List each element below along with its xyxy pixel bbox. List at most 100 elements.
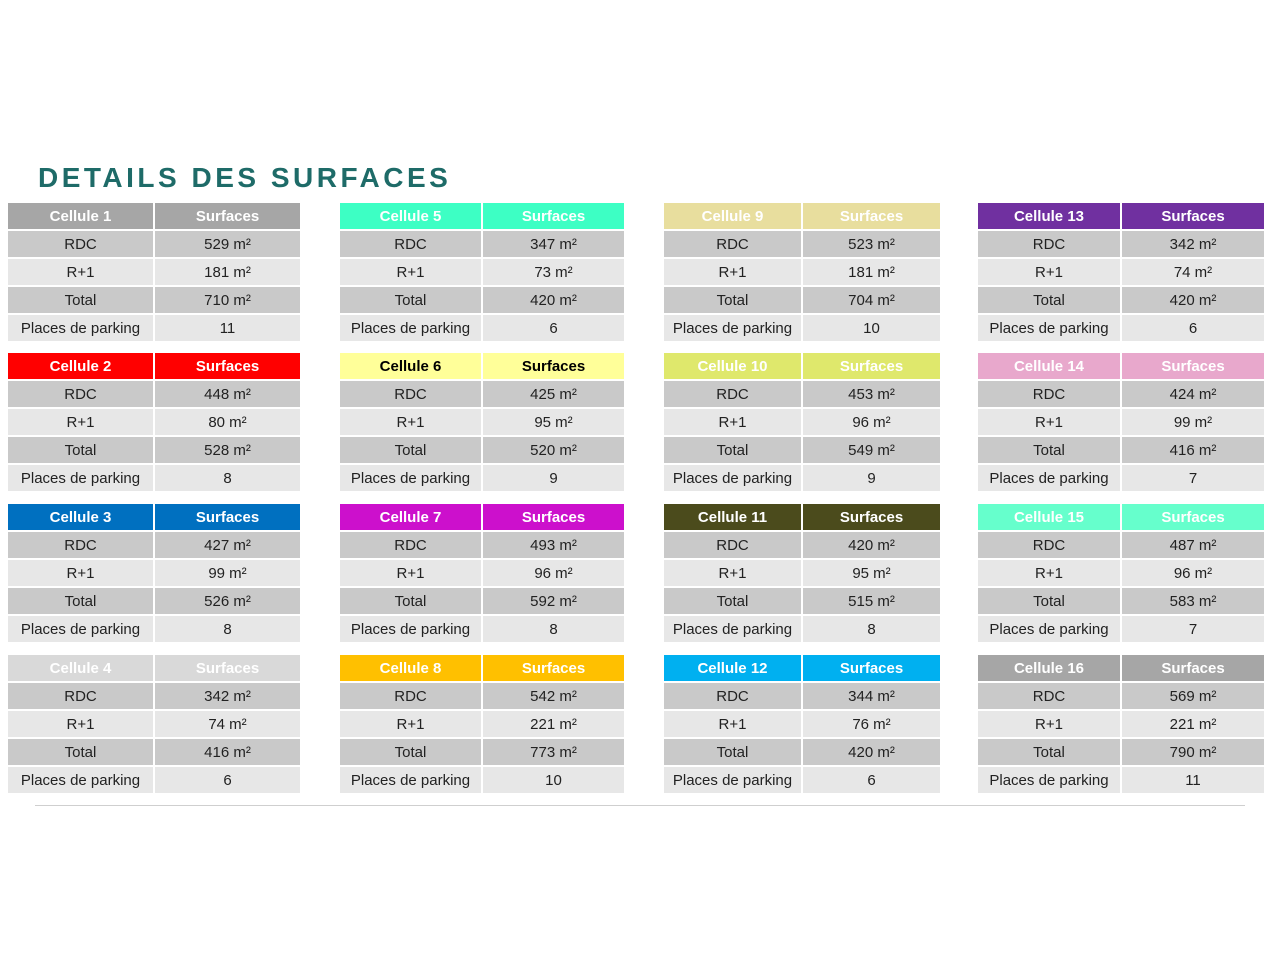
table-cell: RDC [664,532,801,558]
table-cell: RDC [8,381,153,407]
table-cell: 9 [803,465,940,491]
table-cell: RDC [978,532,1120,558]
table-cell: Places de parking [8,465,153,491]
table-cell: 453 m² [803,381,940,407]
table-cell: RDC [664,381,801,407]
table-cell: 448 m² [155,381,300,407]
table-header: Cellule 13 [978,203,1120,229]
table-header: Cellule 12 [664,655,801,681]
surface-table: Cellule 1 Surfaces RDC 529 m² R+1 181 m² Total… [8,203,300,341]
table-cell: Total [340,287,481,313]
table-cell: R+1 [978,259,1120,285]
table-cell: 342 m² [155,683,300,709]
table-cell: Total [664,588,801,614]
surface-table: Cellule 2 Surfaces RDC 448 m² R+1 80 m² Total 5… [8,353,300,491]
table-header: Surfaces [155,655,300,681]
table-cell: 790 m² [1122,739,1264,765]
table-cell: 342 m² [1122,231,1264,257]
table-header: Cellule 8 [340,655,481,681]
table-header: Cellule 1 [8,203,153,229]
table-cell: RDC [340,231,481,257]
table-cell: R+1 [664,560,801,586]
table-cell: Places de parking [8,767,153,793]
table-cell: 592 m² [483,588,624,614]
table-header: Cellule 16 [978,655,1120,681]
table-cell: RDC [8,532,153,558]
table-cell: Total [664,739,801,765]
table-cell: 73 m² [483,259,624,285]
table-cell: 773 m² [483,739,624,765]
table-cell: 6 [1122,315,1264,341]
table-cell: 416 m² [1122,437,1264,463]
surface-table: Cellule 15 Surfaces RDC 487 m² R+1 96 m² Total… [978,504,1264,642]
surface-table: Cellule 5 Surfaces RDC 347 m² R+1 73 m² Total 4… [340,203,624,341]
table-cell: 96 m² [1122,560,1264,586]
table-cell: 427 m² [155,532,300,558]
table-cell: RDC [664,231,801,257]
table-header: Surfaces [155,353,300,379]
table-cell: 99 m² [1122,409,1264,435]
table-header: Surfaces [155,203,300,229]
table-cell: Places de parking [978,616,1120,642]
table-cell: R+1 [978,409,1120,435]
table-cell: 96 m² [483,560,624,586]
table-cell: 95 m² [483,409,624,435]
surface-table: Cellule 11 Surfaces RDC 420 m² R+1 95 m² Total… [664,504,940,642]
table-cell: Total [978,739,1120,765]
surface-table: Cellule 12 Surfaces RDC 344 m² R+1 76 m² Total… [664,655,940,793]
table-cell: R+1 [8,711,153,737]
table-cell: 583 m² [1122,588,1264,614]
surface-table: Cellule 14 Surfaces RDC 424 m² R+1 99 m² Total… [978,353,1264,491]
table-header: Cellule 6 [340,353,481,379]
table-cell: 520 m² [483,437,624,463]
divider [35,805,1245,806]
table-cell: 11 [155,315,300,341]
surface-table: Cellule 4 Surfaces RDC 342 m² R+1 74 m² Total 4… [8,655,300,793]
table-cell: Places de parking [340,616,481,642]
table-cell: 420 m² [1122,287,1264,313]
table-cell: 8 [155,616,300,642]
table-cell: Total [978,437,1120,463]
surface-table: Cellule 13 Surfaces RDC 342 m² R+1 74 m² Total… [978,203,1264,341]
table-cell: 515 m² [803,588,940,614]
table-cell: R+1 [978,711,1120,737]
table-header: Surfaces [1122,353,1264,379]
table-cell: Places de parking [664,465,801,491]
table-cell: R+1 [8,409,153,435]
page-title: DETAILS DES SURFACES [38,162,452,193]
table-header: Surfaces [483,353,624,379]
table-cell: Total [8,287,153,313]
table-cell: Places de parking [664,616,801,642]
table-header: Cellule 7 [340,504,481,530]
table-cell: R+1 [340,711,481,737]
table-cell: Total [978,287,1120,313]
table-header: Surfaces [483,203,624,229]
table-header: Cellule 4 [8,655,153,681]
table-header: Surfaces [803,203,940,229]
table-header: Surfaces [1122,655,1264,681]
table-cell: RDC [664,683,801,709]
table-cell: 7 [1122,616,1264,642]
table-cell: 529 m² [155,231,300,257]
table-cell: 420 m² [483,287,624,313]
table-cell: 6 [155,767,300,793]
table-header: Surfaces [1122,203,1264,229]
table-header: Cellule 2 [8,353,153,379]
table-cell: 74 m² [155,711,300,737]
table-cell: 10 [483,767,624,793]
table-cell: 523 m² [803,231,940,257]
table-header: Cellule 3 [8,504,153,530]
surface-table: Cellule 8 Surfaces RDC 542 m² R+1 221 m² Total… [340,655,624,793]
table-cell: 416 m² [155,739,300,765]
surface-table: Cellule 9 Surfaces RDC 523 m² R+1 181 m² Total… [664,203,940,341]
table-cell: RDC [8,683,153,709]
table-cell: 542 m² [483,683,624,709]
table-header: Surfaces [155,504,300,530]
table-header: Cellule 10 [664,353,801,379]
table-cell: 10 [803,315,940,341]
table-header: Cellule 9 [664,203,801,229]
table-cell: 344 m² [803,683,940,709]
table-cell: 6 [483,315,624,341]
table-cell: 8 [155,465,300,491]
